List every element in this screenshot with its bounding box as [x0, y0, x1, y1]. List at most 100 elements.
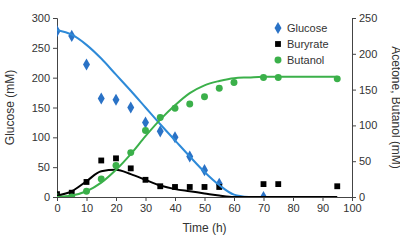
- tick-label: 0: [54, 202, 60, 214]
- tick-mark: [53, 197, 57, 198]
- tick: 80: [287, 197, 299, 214]
- tick-mark: [264, 197, 265, 201]
- tick-mark: [293, 197, 294, 201]
- tick-label: 90: [317, 202, 329, 214]
- tick-label: 250: [32, 42, 50, 54]
- tick-mark: [352, 161, 356, 162]
- tick-label: 100: [359, 119, 377, 131]
- tick-label: 60: [228, 202, 240, 214]
- tick-mark: [53, 167, 57, 168]
- tick: 250: [352, 12, 377, 24]
- tick-mark: [53, 78, 57, 79]
- tick-mark: [323, 197, 324, 201]
- tick: 100: [32, 131, 57, 143]
- tick-mark: [53, 48, 57, 49]
- tick: 50: [199, 197, 211, 214]
- x-axis-line: [58, 198, 353, 202]
- x-axis-title: Time (h): [182, 221, 226, 235]
- plot-area: [57, 25, 341, 197]
- tick: 0: [44, 191, 57, 203]
- point: [113, 155, 119, 161]
- y2-axis-line: [353, 19, 357, 198]
- point: [275, 181, 281, 187]
- tick-mark: [205, 197, 206, 201]
- point: [142, 116, 149, 128]
- point: [186, 100, 193, 107]
- tick: 300: [32, 12, 57, 24]
- tick-mark: [352, 54, 356, 55]
- point: [83, 59, 90, 71]
- tick: 150: [352, 84, 377, 96]
- tick-label: 20: [110, 202, 122, 214]
- tick-mark: [116, 197, 117, 201]
- point: [187, 184, 193, 190]
- point: [127, 101, 134, 113]
- tick-mark: [53, 137, 57, 138]
- tick: 150: [32, 102, 57, 114]
- tick: 90: [317, 197, 329, 214]
- tick-mark: [53, 108, 57, 109]
- tick-label: 200: [32, 72, 50, 84]
- tick-label: 10: [81, 202, 93, 214]
- chart: 0102030405060708090100050100150200250300…: [0, 0, 400, 246]
- tick-label: 300: [32, 12, 50, 24]
- tick-label: 30: [140, 202, 152, 214]
- point: [113, 94, 120, 106]
- fit-line: [57, 77, 337, 197]
- tick-mark: [352, 18, 356, 19]
- tick: 0: [54, 197, 60, 214]
- tick-label: 50: [359, 155, 371, 167]
- legend: Glucose Buryrate Butanol: [275, 22, 329, 66]
- point: [98, 158, 104, 164]
- tick-label: 40: [169, 202, 181, 214]
- tick-label: 250: [359, 12, 377, 24]
- tick-mark: [146, 197, 147, 201]
- point: [202, 184, 208, 190]
- legend-label: Butanol: [287, 54, 324, 66]
- point: [128, 165, 134, 171]
- tick-mark: [175, 197, 176, 201]
- tick-label: 80: [287, 202, 299, 214]
- tick-label: 50: [38, 161, 50, 173]
- tick: 30: [140, 197, 152, 214]
- point: [334, 183, 340, 189]
- tick: 20: [110, 197, 122, 214]
- tick-label: 150: [32, 102, 50, 114]
- tick-label: 0: [44, 191, 50, 203]
- tick-mark: [352, 197, 356, 198]
- y2-axis-title: Acetone, Butanol (mM): [389, 46, 400, 169]
- point: [201, 93, 208, 100]
- tick-mark: [234, 197, 235, 201]
- legend-symbol: [275, 22, 282, 34]
- tick-mark: [352, 125, 356, 126]
- tick: 10: [81, 197, 93, 214]
- tick-label: 50: [199, 202, 211, 214]
- tick-label: 70: [258, 202, 270, 214]
- point: [231, 79, 238, 86]
- tick-mark: [87, 197, 88, 201]
- tick: 100: [352, 119, 377, 131]
- tick: 60: [228, 197, 240, 214]
- y-axis-line: [53, 19, 58, 198]
- tick: 200: [352, 48, 377, 60]
- tick: 200: [32, 72, 57, 84]
- point: [216, 85, 223, 92]
- tick: 250: [32, 42, 57, 54]
- point: [261, 181, 267, 187]
- tick-label: 100: [32, 131, 50, 143]
- tick: 50: [352, 155, 371, 167]
- fit-line: [57, 30, 249, 197]
- legend-label: Buryrate: [287, 38, 329, 50]
- tick-label: 150: [359, 84, 377, 96]
- tick: 0: [352, 191, 365, 203]
- tick-label: 100: [343, 202, 361, 214]
- tick: 40: [169, 197, 181, 214]
- tick-label: 0: [359, 191, 365, 203]
- legend-label: Glucose: [287, 22, 327, 34]
- tick-mark: [352, 90, 356, 91]
- y2-axis: 0 50 100 150 200 250: [352, 12, 377, 203]
- legend-symbol: [275, 41, 281, 47]
- tick-label: 200: [359, 48, 377, 60]
- legend-symbol: [275, 57, 282, 64]
- tick: 50: [38, 161, 57, 173]
